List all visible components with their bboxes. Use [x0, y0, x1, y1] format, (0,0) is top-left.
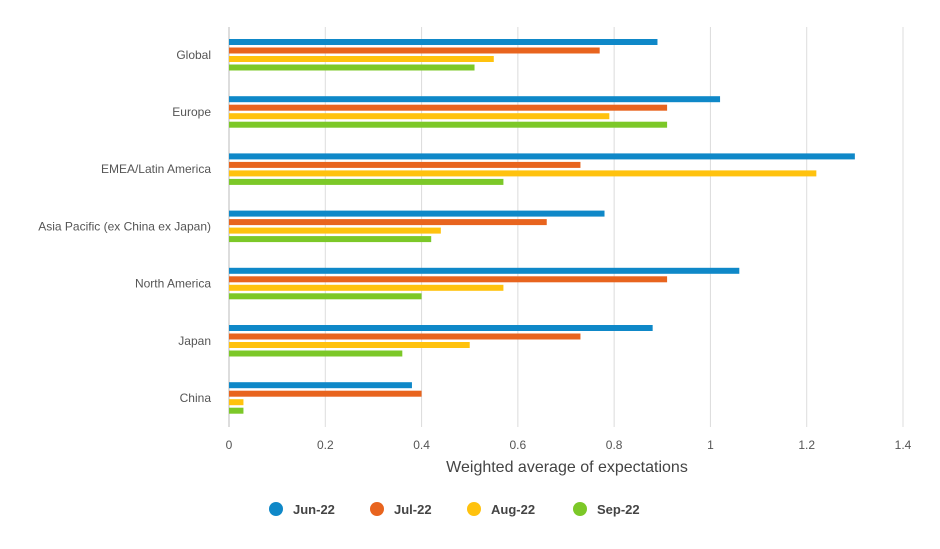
x-tick-label: 0.2	[317, 438, 334, 452]
category-label: Japan	[178, 334, 211, 348]
x-tick-label: 0.4	[413, 438, 430, 452]
category-label: Global	[176, 48, 211, 62]
bar	[229, 350, 403, 357]
bar	[229, 161, 581, 168]
legend-marker[interactable]	[370, 502, 384, 516]
bar	[229, 64, 475, 71]
legend-label[interactable]: Jun-22	[293, 502, 335, 517]
bar	[229, 267, 740, 274]
x-tick-label: 0	[226, 438, 233, 452]
bar	[229, 96, 721, 103]
category-label: Europe	[172, 105, 211, 119]
x-axis-title: Weighted average of expectations	[446, 459, 688, 476]
legend: Jun-22 Jul-22 Aug-22 Sep-22	[269, 502, 640, 517]
bar	[229, 333, 581, 340]
bar	[229, 284, 504, 291]
bar	[229, 382, 412, 389]
legend-marker[interactable]	[467, 502, 481, 516]
bar	[229, 39, 658, 45]
bars	[229, 39, 855, 414]
x-tick-label: 1.2	[798, 438, 815, 452]
bar	[229, 227, 441, 234]
bar	[229, 56, 494, 62]
bar	[229, 399, 244, 406]
bar	[229, 407, 244, 414]
category-labels: Global Europe EMEA/Latin America Asia Pacif…	[38, 48, 211, 405]
bar	[229, 236, 432, 243]
bar	[229, 47, 600, 54]
bar	[229, 219, 547, 226]
x-tick-label: 1.4	[895, 438, 912, 452]
bar	[229, 104, 668, 111]
grid	[228, 27, 904, 427]
legend-label[interactable]: Aug-22	[491, 502, 535, 517]
legend-label[interactable]: Jul-22	[394, 502, 432, 517]
bar	[229, 153, 855, 160]
bar	[229, 113, 610, 120]
bar	[229, 390, 422, 397]
bar	[229, 178, 504, 185]
legend-marker[interactable]	[573, 502, 587, 516]
bar	[229, 325, 653, 331]
bar	[229, 293, 422, 300]
bar	[229, 342, 470, 348]
bar	[229, 121, 668, 128]
bar	[229, 170, 817, 177]
category-label: Asia Pacific (ex China ex Japan)	[38, 219, 211, 233]
bar	[229, 276, 668, 283]
legend-label[interactable]: Sep-22	[597, 502, 640, 517]
x-tick-labels: 0 0.2 0.4 0.6 0.8 1 1.2 1.4	[226, 438, 912, 452]
category-label: China	[180, 391, 212, 405]
x-tick-label: 1	[707, 438, 714, 452]
x-tick-label: 0.8	[606, 438, 623, 452]
category-label: North America	[135, 277, 211, 291]
legend-marker[interactable]	[269, 502, 283, 516]
bar	[229, 210, 605, 217]
category-label: EMEA/Latin America	[101, 162, 211, 176]
x-tick-label: 0.6	[510, 438, 527, 452]
